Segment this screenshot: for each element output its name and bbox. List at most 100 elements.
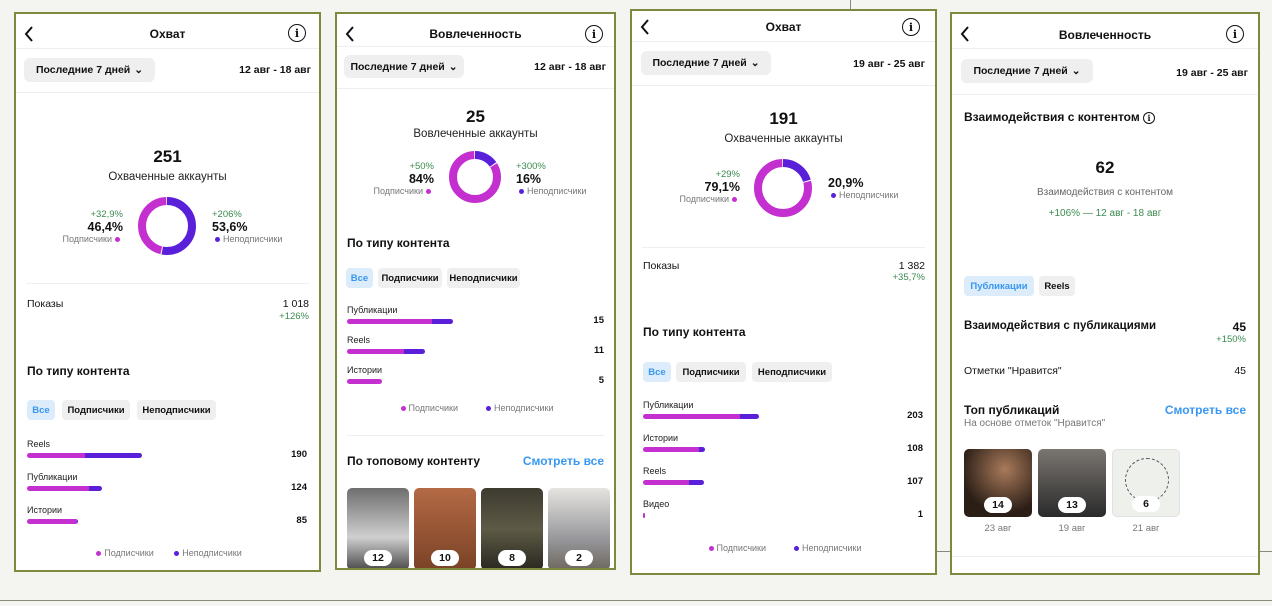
period-dropdown[interactable]: Последние 7 дней ⌄ [344, 55, 464, 78]
nonsubs-dot-icon [831, 193, 836, 199]
content-type-value: 107 [907, 476, 923, 487]
top-publication-thumb[interactable]: 14 [964, 449, 1032, 517]
total-change: +106% — 12 авг - 18 авг [1048, 208, 1162, 219]
filter-non-subscribers[interactable]: Неподписчики [752, 362, 832, 382]
top-content-thumb[interactable]: 10 [414, 488, 476, 568]
legend-nonsubs: Неподписчики [182, 548, 242, 558]
divider [16, 92, 319, 93]
donut-subs-segment [449, 151, 501, 203]
period-label: Последние 7 дней [350, 60, 445, 73]
content-type-bar [347, 349, 425, 354]
nonsubs-stats: 20,9% Неподписчики [828, 176, 898, 200]
total-value: 191 [769, 109, 798, 128]
content-type-bar [27, 486, 103, 491]
top-publication-thumb[interactable]: 6 [1112, 449, 1180, 517]
back-icon[interactable] [24, 26, 34, 42]
back-icon[interactable] [640, 19, 650, 35]
nonsubs-legend-label: Неподписчики [223, 234, 283, 244]
top-publication-thumb[interactable]: 13 [1038, 449, 1106, 517]
publication-date: 19 авг [1058, 523, 1086, 534]
impressions-change: +126% [279, 311, 309, 322]
filter-subscribers[interactable]: Подписчики [676, 362, 746, 382]
divider [632, 85, 935, 86]
filter-non-subscribers[interactable]: Неподписчики [137, 400, 216, 420]
top-publications-title: Топ публикаций [964, 403, 1060, 417]
content-type-label: Reels [347, 335, 371, 345]
total-label: Охваченные аккаунты [108, 171, 227, 183]
period-dropdown[interactable]: Последние 7 дней ⌄ [24, 58, 155, 82]
chevron-down-icon: ⌄ [134, 64, 144, 76]
back-icon[interactable] [345, 26, 355, 42]
filter-publications[interactable]: Публикации [964, 276, 1034, 296]
content-type-label: Публикации [27, 472, 78, 482]
donut-chart [449, 151, 501, 203]
filter-subscribers[interactable]: Подписчики [62, 400, 130, 420]
back-icon[interactable] [960, 26, 970, 42]
divider-line [850, 0, 851, 10]
bar-subs-segment [643, 447, 700, 452]
subs-dot-icon [96, 551, 102, 557]
nonsubs-dot-icon [215, 237, 220, 243]
legend-nonsubs: Неподписчики [494, 403, 554, 413]
nonsubs-pct: 16% [516, 172, 542, 186]
filter-non-subscribers[interactable]: Неподписчики [447, 268, 520, 288]
total-label: Вовлеченные аккаунты [413, 128, 538, 140]
period-label: Последние 7 дней [652, 57, 747, 69]
content-type-value: 5 [598, 375, 604, 386]
engagement-panel-1: Вовлеченность i Последние 7 дней ⌄ 12 авг… [335, 12, 616, 570]
info-icon[interactable]: i [1226, 25, 1244, 43]
content-type-label: Reels [27, 439, 51, 449]
top-content-thumb[interactable]: 2 [548, 488, 610, 568]
period-dropdown[interactable]: Последние 7 дней ⌄ [961, 59, 1093, 83]
subs-pct: 79,1% [704, 180, 740, 194]
impressions-change: +35,7% [892, 272, 926, 283]
filter-reels[interactable]: Reels [1039, 276, 1075, 296]
content-type-value: 11 [593, 345, 604, 356]
divider [16, 48, 319, 49]
publications-interactions-value: 45 [1232, 320, 1246, 334]
count-badge: 10 [431, 550, 459, 566]
content-type-bar [27, 519, 79, 524]
filter-all[interactable]: Все [643, 362, 671, 382]
see-all-link[interactable]: Смотреть все [1164, 403, 1246, 417]
divider [337, 46, 614, 47]
top-content-thumb[interactable]: 12 [347, 488, 409, 568]
subs-change: +29% [715, 169, 740, 180]
count-badge: 8 [498, 550, 526, 566]
content-type-bar [347, 319, 453, 324]
info-icon[interactable]: i [1143, 111, 1156, 124]
filter-subscribers[interactable]: Подписчики [378, 268, 442, 288]
filter-all[interactable]: Все [27, 400, 55, 420]
section-title: Взаимодействия с контентом i [964, 110, 1156, 124]
top-content-thumb[interactable]: 8 [481, 488, 543, 568]
divider [337, 88, 614, 89]
nonsubs-dot-icon [794, 546, 800, 552]
see-all-link[interactable]: Смотреть все [522, 454, 604, 468]
divider [347, 435, 604, 436]
period-label: Последние 7 дней [973, 65, 1068, 77]
subs-legend-label: Подписчики [62, 234, 112, 244]
period-dropdown[interactable]: Последние 7 дней ⌄ [641, 51, 771, 75]
top-publications-subtitle: На основе отметок "Нравится" [964, 418, 1106, 429]
filter-all[interactable]: Все [346, 268, 373, 288]
page-title: Вовлеченность [429, 27, 522, 41]
page-title: Вовлеченность [1058, 28, 1152, 42]
likes-label: Отметки "Нравится" [964, 365, 1062, 377]
legend-subs: Подписчики [104, 548, 154, 558]
content-type-value: 190 [291, 449, 307, 460]
reach-panel-2: Охват i Последние 7 дней ⌄ 19 авг - 25 ав… [630, 9, 937, 575]
count-badge: 2 [565, 550, 593, 566]
bar-nonsubs-segment [84, 453, 142, 458]
info-icon[interactable]: i [902, 18, 920, 36]
bar-subs-segment [27, 519, 77, 524]
donut-subs-segment [754, 159, 812, 217]
info-icon[interactable]: i [288, 24, 306, 42]
bar-subs-segment [643, 480, 689, 485]
bar-subs-segment [347, 379, 383, 384]
info-icon[interactable]: i [585, 25, 603, 43]
content-type-label: Истории [27, 505, 63, 515]
subs-stats: +50% 84% Подписчики [373, 161, 434, 196]
legend-nonsubs: Неподписчики [802, 543, 862, 553]
divider [952, 94, 1258, 95]
publications-interactions-change: +150% [1216, 334, 1246, 345]
